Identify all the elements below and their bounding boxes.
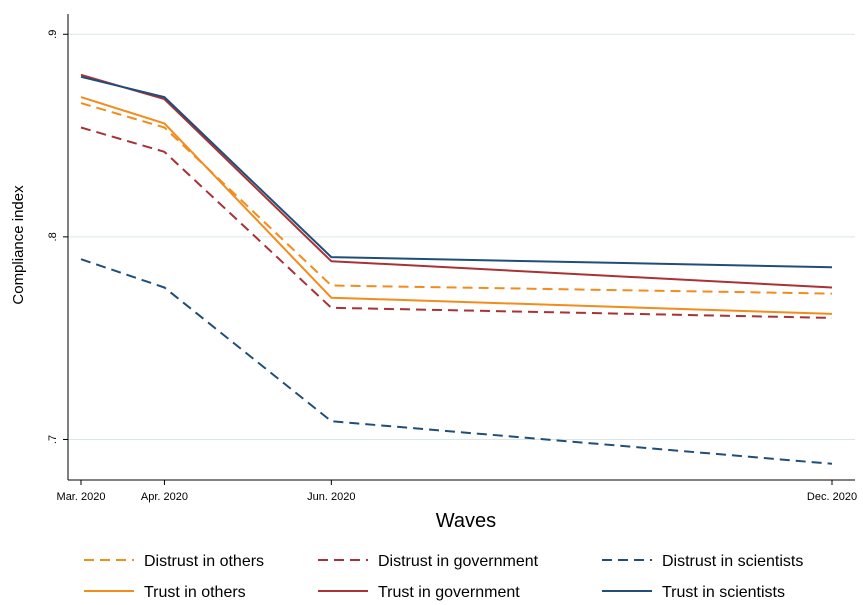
- grid-lines: [68, 33, 855, 440]
- series-line: [80, 75, 833, 269]
- axes: [63, 14, 855, 485]
- legend: Distrust in others Distrust in government…: [84, 553, 803, 601]
- legend-label: Distrust in others: [144, 553, 264, 570]
- x-tick-label: Mar. 2020: [57, 491, 106, 503]
- legend-label: Trust in others: [144, 584, 246, 601]
- series-line: [80, 102, 833, 295]
- series-lines: [80, 73, 833, 465]
- legend-label: Distrust in scientists: [662, 553, 803, 570]
- y-tick-label: .9: [47, 30, 59, 39]
- series-line: [80, 126, 833, 319]
- legend-label: Trust in scientists: [662, 584, 785, 601]
- series-line: [80, 73, 833, 289]
- x-tick-label: Apr. 2020: [141, 491, 188, 503]
- y-tick-label: .8: [47, 232, 59, 241]
- tick-labels: .7 .8 .9 Mar. 2020 Apr. 2020 Jun. 2020 Dec. 20…: [47, 30, 857, 503]
- series-line: [80, 258, 833, 465]
- y-axis-title: Compliance index: [10, 185, 27, 305]
- x-tick-label: Dec. 2020: [807, 491, 857, 503]
- x-tick-label: Jun. 2020: [307, 491, 355, 503]
- legend-label: Trust in government: [378, 584, 520, 601]
- x-axis-title: Waves: [436, 510, 496, 532]
- legend-label: Distrust in government: [378, 553, 539, 570]
- series-line: [80, 96, 833, 315]
- y-tick-label: .7: [47, 435, 59, 444]
